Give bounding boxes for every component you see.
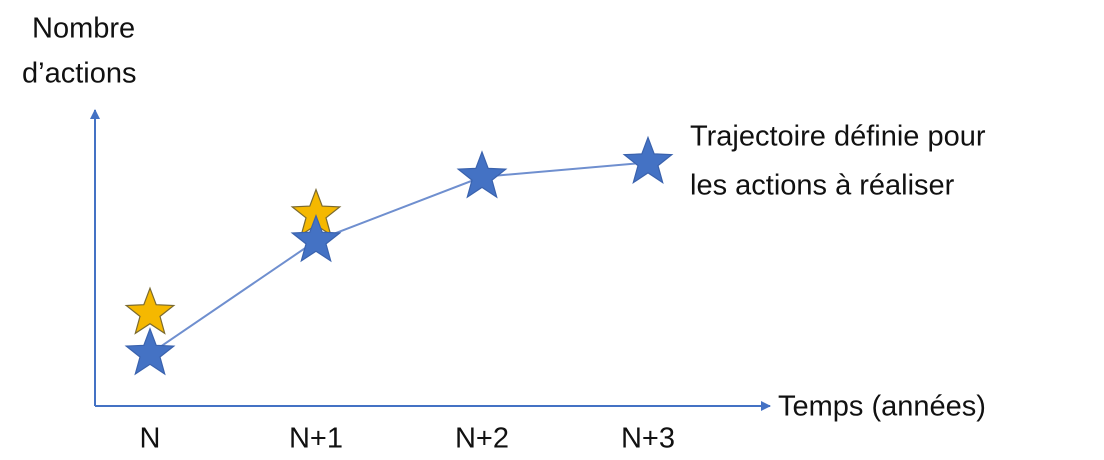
- actual-star: [124, 286, 176, 335]
- target-star: [456, 150, 508, 199]
- target-star: [622, 135, 674, 184]
- x-tick-label: N+2: [455, 423, 509, 455]
- x-tick-label: N+3: [621, 423, 675, 455]
- y-label: d’actions: [22, 58, 136, 90]
- x-label: Temps (années): [778, 391, 986, 423]
- annotation: Trajectoire définie pour: [690, 121, 986, 153]
- x-tick-label: N: [140, 423, 161, 455]
- y-label: Nombre: [32, 13, 135, 45]
- x-tick-label: N+1: [289, 423, 343, 455]
- trajectory-line: [149, 161, 649, 355]
- target-star: [290, 213, 342, 263]
- annotation: les actions à réaliser: [690, 170, 955, 202]
- target-star: [124, 327, 176, 376]
